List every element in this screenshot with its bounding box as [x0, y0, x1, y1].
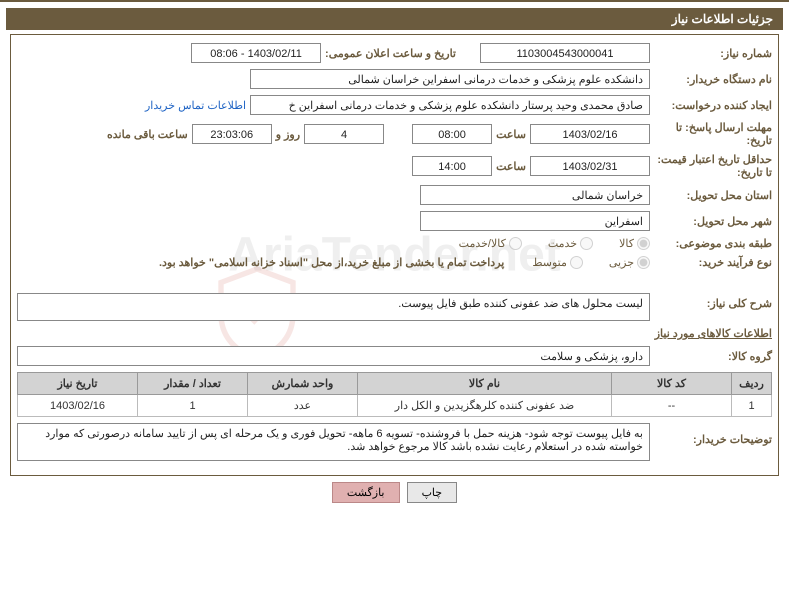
delivery-city-field: اسفراین — [420, 211, 650, 231]
response-date-field: 1403/02/16 — [530, 124, 650, 144]
purchase-note: پرداخت تمام یا بخشی از مبلغ خرید،از محل … — [159, 256, 504, 269]
radio-service[interactable]: خدمت — [548, 237, 593, 250]
td-seq: 1 — [732, 395, 772, 417]
need-no-field: 1103004543000041 — [480, 43, 650, 63]
items-table: ردیف کد کالا نام کالا واحد شمارش تعداد /… — [17, 372, 772, 417]
td-unit: عدد — [248, 395, 358, 417]
page-header: جزئیات اطلاعات نیاز — [6, 8, 783, 30]
requester-label: ایجاد کننده درخواست: — [654, 99, 772, 112]
remaining-label: ساعت باقی مانده — [107, 128, 188, 141]
classification-radios: کالا خدمت کالا/خدمت — [459, 237, 650, 250]
buyer-notes-label: توضیحات خریدار: — [654, 423, 772, 446]
th-code: کد کالا — [612, 373, 732, 395]
buyer-contact-link[interactable]: اطلاعات تماس خریدار — [145, 99, 246, 112]
th-unit: واحد شمارش — [248, 373, 358, 395]
header-title: جزئیات اطلاعات نیاز — [672, 12, 773, 26]
td-qty: 1 — [138, 395, 248, 417]
details-panel: AriaTender.net شماره نیاز: 1103004543000… — [10, 34, 779, 476]
td-date: 1403/02/16 — [18, 395, 138, 417]
th-seq: ردیف — [732, 373, 772, 395]
requester-field: صادق محمدی وحید پرستار دانشکده علوم پزشک… — [250, 95, 650, 115]
radio-goods[interactable]: کالا — [619, 237, 650, 250]
delivery-province-field: خراسان شمالی — [420, 185, 650, 205]
td-name: ضد عفونی کننده کلرهگزیدین و الکل دار — [358, 395, 612, 417]
buyer-org-field: دانشکده علوم پزشکی و خدمات درمانی اسفرای… — [250, 69, 650, 89]
radio-partial[interactable]: جزیی — [609, 256, 650, 269]
table-header-row: ردیف کد کالا نام کالا واحد شمارش تعداد /… — [18, 373, 772, 395]
table-row: 1 -- ضد عفونی کننده کلرهگزیدین و الکل دا… — [18, 395, 772, 417]
response-deadline-label: مهلت ارسال پاسخ: تا تاریخ: — [654, 121, 772, 147]
th-qty: تعداد / مقدار — [138, 373, 248, 395]
response-time-field: 08:00 — [412, 124, 492, 144]
item-group-label: گروه کالا: — [654, 350, 772, 363]
need-desc-label: شرح کلی نیاز: — [654, 293, 772, 310]
hour-label-1: ساعت — [496, 128, 526, 141]
th-name: نام کالا — [358, 373, 612, 395]
radio-both[interactable]: کالا/خدمت — [459, 237, 522, 250]
delivery-province-label: استان محل تحویل: — [654, 189, 772, 202]
delivery-city-label: شهر محل تحویل: — [654, 215, 772, 228]
price-validity-time-field: 14:00 — [412, 156, 492, 176]
hour-label-2: ساعت — [496, 160, 526, 173]
days-left-field: 4 — [304, 124, 384, 144]
back-button[interactable]: بازگشت — [332, 482, 400, 503]
td-code: -- — [612, 395, 732, 417]
need-desc-field: لیست محلول های ضد عفونی کننده طبق فایل پ… — [17, 293, 650, 321]
time-left-field: 23:03:06 — [192, 124, 272, 144]
buyer-notes-field: به فایل پیوست توجه شود- هزینه حمل با فرو… — [17, 423, 650, 461]
th-date: تاریخ نیاز — [18, 373, 138, 395]
footer-buttons: چاپ بازگشت — [0, 482, 789, 503]
day-and-label: روز و — [276, 128, 300, 141]
radio-medium[interactable]: متوسط — [532, 256, 583, 269]
need-no-label: شماره نیاز: — [654, 47, 772, 60]
classification-label: طبقه بندی موضوعی: — [654, 237, 772, 250]
announce-dt-field: 1403/02/11 - 08:06 — [191, 43, 321, 63]
print-button[interactable]: چاپ — [407, 482, 458, 503]
announce-dt-label: تاریخ و ساعت اعلان عمومی: — [325, 47, 456, 60]
purchase-type-label: نوع فرآیند خرید: — [654, 256, 772, 269]
price-validity-date-field: 1403/02/31 — [530, 156, 650, 176]
buyer-org-label: نام دستگاه خریدار: — [654, 73, 772, 86]
purchase-type-radios: جزیی متوسط — [532, 256, 650, 269]
items-section-title: اطلاعات کالاهای مورد نیاز — [17, 327, 772, 340]
item-group-field: دارو، پزشکی و سلامت — [17, 346, 650, 366]
price-validity-label: حداقل تاریخ اعتبار قیمت: تا تاریخ: — [654, 153, 772, 179]
